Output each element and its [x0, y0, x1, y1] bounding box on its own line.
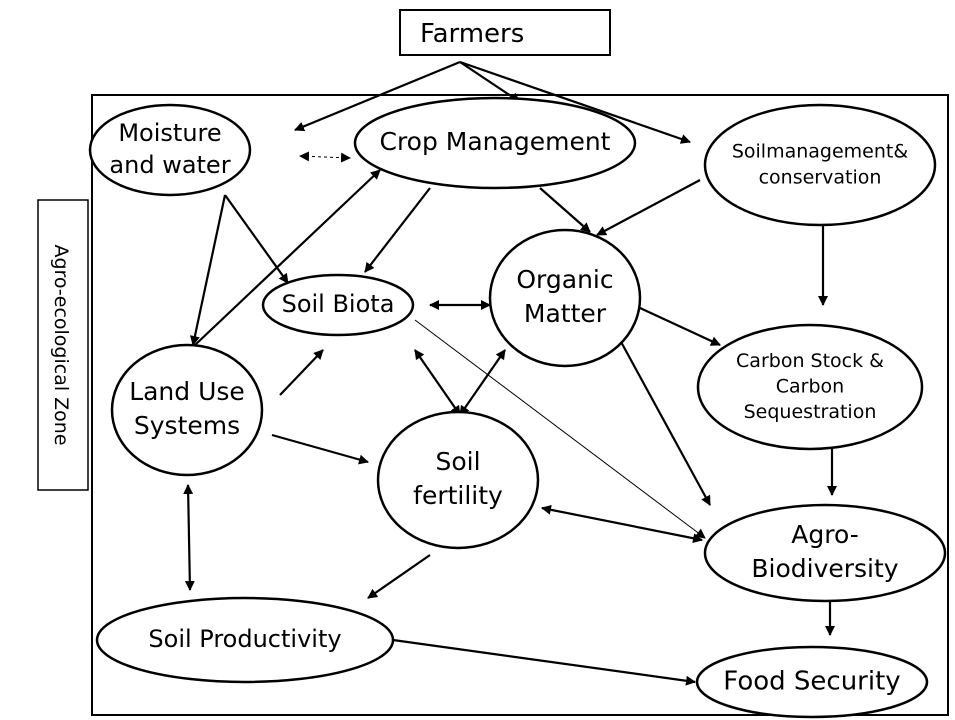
node-label: and water	[109, 151, 230, 179]
node	[353, 96, 637, 190]
node	[703, 103, 937, 227]
farmers-label: Farmers	[420, 19, 524, 49]
node-label: Agro-	[791, 520, 858, 549]
node	[696, 323, 924, 451]
node-label: Soilmanagement&	[732, 141, 909, 163]
arrows	[183, 60, 837, 686]
side-box	[37, 199, 89, 491]
node-label: Moisture	[118, 119, 221, 147]
node	[88, 103, 252, 197]
node	[95, 596, 395, 684]
node-label: Systems	[134, 411, 240, 440]
node	[376, 410, 540, 550]
node	[703, 503, 947, 603]
node-label: fertility	[413, 481, 503, 510]
farmers-box	[399, 9, 611, 56]
node-label: Matter	[524, 299, 607, 328]
node	[110, 343, 264, 477]
side-label: Agro-ecological Zone	[50, 244, 72, 445]
node-label: conservation	[759, 166, 882, 188]
node-label: Organic	[516, 265, 613, 294]
node-label: Crop Management	[380, 127, 611, 156]
node-label: Food Security	[723, 667, 900, 697]
node-label: Carbon Stock &	[736, 350, 884, 372]
node-label: Carbon	[776, 376, 844, 398]
node-label: Soil Productivity	[148, 625, 341, 653]
node-label: Sequestration	[744, 401, 877, 423]
node	[695, 645, 929, 719]
node	[488, 228, 642, 368]
node-label: Land Use	[129, 377, 245, 406]
node-label: Biodiversity	[751, 554, 898, 583]
node-label: Soil	[435, 447, 480, 476]
node-label: Soil Biota	[282, 290, 395, 318]
node	[261, 273, 415, 337]
